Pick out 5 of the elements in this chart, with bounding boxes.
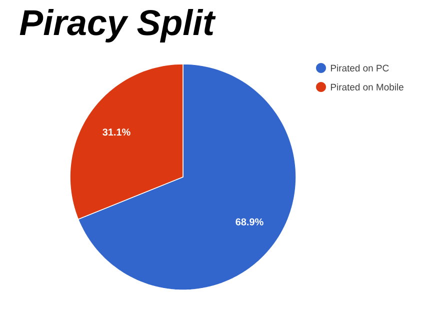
data-label: 68.9% [236, 218, 264, 226]
chart-title: Piracy Split [20, 9, 216, 42]
legend-label: Pirated on Mobile [330, 84, 404, 90]
data-label: 31.1% [102, 128, 130, 136]
legend-label: Pirated on PC [330, 64, 389, 72]
